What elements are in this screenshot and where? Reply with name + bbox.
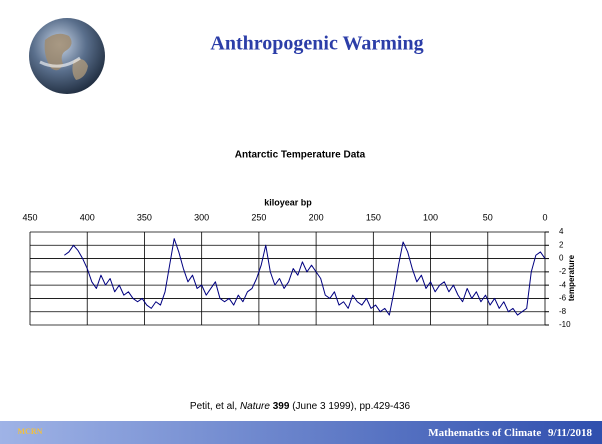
x-tick-label: 450 [22, 212, 37, 222]
x-tick-label: 150 [366, 212, 381, 222]
y-tick-label: -10 [559, 320, 571, 329]
y-tick-label: -2 [559, 267, 567, 276]
y-tick-label: -4 [559, 280, 567, 289]
x-tick-label: 50 [483, 212, 493, 222]
x-axis-label: kiloyear bp [264, 197, 312, 207]
y-tick-label: 0 [559, 254, 564, 263]
y-tick-label: 4 [559, 227, 564, 236]
y-tick-label: -6 [559, 294, 567, 303]
x-tick-label: 200 [309, 212, 324, 222]
y-tick-label: 2 [559, 240, 564, 249]
x-tick-label: 0 [542, 212, 547, 222]
footer-bar [0, 421, 602, 444]
citation-volume: 399 [273, 401, 290, 412]
citation-journal: Nature [240, 401, 270, 412]
x-tick-label: 100 [423, 212, 438, 222]
x-tick-label: 400 [80, 212, 95, 222]
footer-date: 9/11/2018 [548, 427, 593, 439]
x-tick-label: 300 [194, 212, 209, 222]
citation: Petit, et al, Nature 399 (June 3 1999), … [190, 401, 411, 412]
x-tick-label: 350 [137, 212, 152, 222]
footer-course: Mathematics of Climate [428, 427, 541, 439]
y-tick-label: -8 [559, 307, 567, 316]
logo: MCRN [18, 427, 43, 436]
y-axis-label: temperature [567, 254, 576, 301]
footer-text: Mathematics of Climate 9/11/2018 [428, 427, 592, 439]
citation-rest: (June 3 1999), pp.429-436 [292, 401, 410, 412]
temperature-line [64, 238, 546, 316]
citation-authors: Petit, et al, [190, 401, 237, 412]
chart-title: Antarctic Temperature Data [235, 150, 366, 161]
slide-title: Anthropogenic Warming [210, 33, 423, 55]
earth-icon [29, 18, 105, 94]
x-tick-label: 250 [251, 212, 266, 222]
